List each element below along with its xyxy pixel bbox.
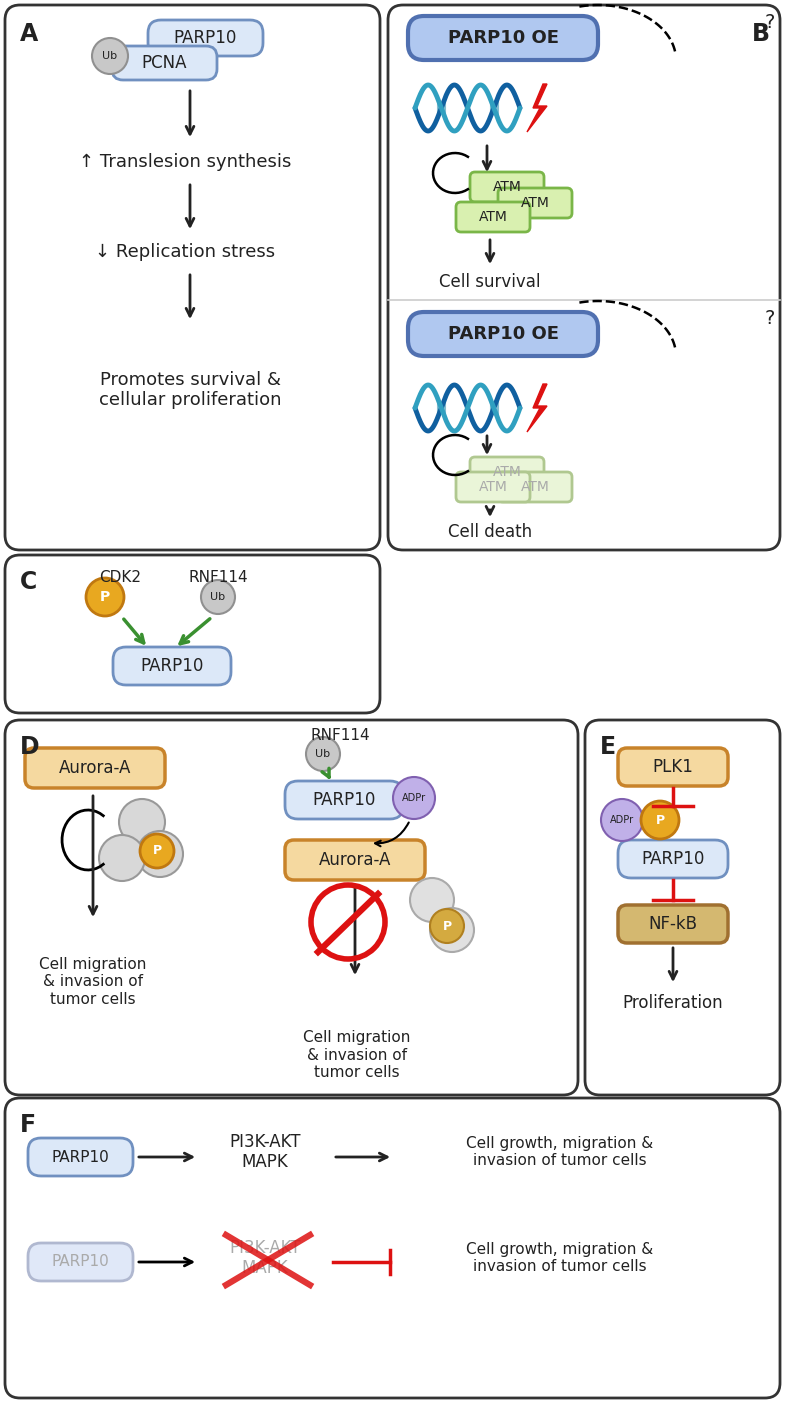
FancyBboxPatch shape bbox=[470, 173, 544, 202]
Text: PARP10: PARP10 bbox=[51, 1255, 109, 1269]
Text: ADPr: ADPr bbox=[402, 793, 426, 803]
Circle shape bbox=[119, 799, 165, 845]
Text: Proliferation: Proliferation bbox=[623, 994, 723, 1012]
FancyBboxPatch shape bbox=[408, 15, 598, 60]
Text: ATM: ATM bbox=[479, 211, 507, 225]
Circle shape bbox=[306, 737, 340, 771]
Text: ↓ Replication stress: ↓ Replication stress bbox=[95, 243, 275, 261]
Circle shape bbox=[99, 835, 145, 880]
Circle shape bbox=[201, 580, 235, 614]
FancyBboxPatch shape bbox=[28, 1243, 133, 1280]
FancyBboxPatch shape bbox=[28, 1139, 133, 1177]
FancyBboxPatch shape bbox=[25, 748, 165, 788]
Text: Cell growth, migration &
invasion of tumor cells: Cell growth, migration & invasion of tum… bbox=[466, 1241, 654, 1275]
FancyBboxPatch shape bbox=[498, 188, 572, 218]
FancyBboxPatch shape bbox=[148, 20, 263, 56]
Text: PI3K-AKT
MAPK: PI3K-AKT MAPK bbox=[229, 1133, 301, 1171]
Text: ATM: ATM bbox=[520, 480, 550, 494]
Text: Cell migration
& invasion of
tumor cells: Cell migration & invasion of tumor cells bbox=[39, 958, 147, 1007]
FancyBboxPatch shape bbox=[5, 6, 380, 550]
Text: D: D bbox=[20, 736, 39, 760]
Text: PARP10 OE: PARP10 OE bbox=[447, 29, 558, 46]
Text: Aurora-A: Aurora-A bbox=[59, 760, 131, 776]
Text: ↑ Translesion synthesis: ↑ Translesion synthesis bbox=[78, 153, 291, 171]
Text: RNF114: RNF114 bbox=[310, 727, 370, 743]
FancyBboxPatch shape bbox=[456, 202, 530, 232]
Text: PARP10: PARP10 bbox=[51, 1150, 109, 1164]
Text: ADPr: ADPr bbox=[610, 814, 634, 826]
Text: Cell migration
& invasion of
tumor cells: Cell migration & invasion of tumor cells bbox=[303, 1031, 411, 1080]
Circle shape bbox=[393, 776, 435, 819]
FancyBboxPatch shape bbox=[112, 46, 217, 80]
Circle shape bbox=[410, 878, 454, 922]
FancyBboxPatch shape bbox=[618, 748, 728, 786]
Text: ATM: ATM bbox=[492, 465, 521, 479]
Text: P: P bbox=[152, 844, 162, 858]
FancyBboxPatch shape bbox=[285, 781, 403, 819]
Text: P: P bbox=[100, 590, 110, 604]
FancyBboxPatch shape bbox=[5, 1098, 780, 1398]
Circle shape bbox=[641, 802, 679, 840]
Polygon shape bbox=[527, 84, 547, 132]
Polygon shape bbox=[527, 385, 547, 432]
Text: PARP10: PARP10 bbox=[641, 849, 705, 868]
Text: Ub: Ub bbox=[210, 592, 225, 602]
Text: E: E bbox=[600, 736, 616, 760]
Text: ATM: ATM bbox=[479, 480, 507, 494]
FancyBboxPatch shape bbox=[408, 312, 598, 357]
Text: PI3K-AKT
MAPK: PI3K-AKT MAPK bbox=[229, 1238, 301, 1278]
Text: PARP10: PARP10 bbox=[141, 657, 203, 675]
Text: Ub: Ub bbox=[316, 748, 330, 760]
Text: Aurora-A: Aurora-A bbox=[319, 851, 391, 869]
Text: Cell growth, migration &
invasion of tumor cells: Cell growth, migration & invasion of tum… bbox=[466, 1136, 654, 1168]
Circle shape bbox=[137, 831, 183, 878]
Text: P: P bbox=[443, 920, 451, 932]
Text: NF-kB: NF-kB bbox=[648, 915, 698, 934]
FancyBboxPatch shape bbox=[5, 720, 578, 1095]
Text: PCNA: PCNA bbox=[141, 53, 187, 72]
Circle shape bbox=[92, 38, 128, 74]
Circle shape bbox=[430, 908, 464, 943]
FancyBboxPatch shape bbox=[113, 647, 231, 685]
Text: CDK2: CDK2 bbox=[99, 570, 141, 585]
FancyBboxPatch shape bbox=[456, 472, 530, 503]
Text: Cell survival: Cell survival bbox=[440, 272, 541, 291]
Text: PLK1: PLK1 bbox=[652, 758, 693, 776]
Text: PARP10: PARP10 bbox=[312, 790, 376, 809]
FancyBboxPatch shape bbox=[498, 472, 572, 503]
Text: ?: ? bbox=[765, 13, 775, 31]
Circle shape bbox=[430, 908, 474, 952]
Text: ?: ? bbox=[765, 309, 775, 327]
Circle shape bbox=[86, 578, 124, 616]
Circle shape bbox=[601, 799, 643, 841]
Text: ATM: ATM bbox=[520, 197, 550, 211]
Text: RNF114: RNF114 bbox=[188, 570, 248, 585]
Text: P: P bbox=[655, 813, 665, 827]
Text: PARP10: PARP10 bbox=[173, 29, 237, 46]
Circle shape bbox=[140, 834, 174, 868]
Text: Cell death: Cell death bbox=[448, 524, 532, 541]
Text: B: B bbox=[752, 22, 770, 46]
Text: ATM: ATM bbox=[492, 180, 521, 194]
FancyBboxPatch shape bbox=[618, 906, 728, 943]
Text: A: A bbox=[20, 22, 38, 46]
FancyBboxPatch shape bbox=[618, 840, 728, 878]
Text: C: C bbox=[20, 570, 37, 594]
FancyBboxPatch shape bbox=[285, 840, 425, 880]
Text: Ub: Ub bbox=[102, 51, 118, 60]
FancyBboxPatch shape bbox=[5, 555, 380, 713]
FancyBboxPatch shape bbox=[470, 456, 544, 487]
FancyBboxPatch shape bbox=[388, 6, 780, 550]
Text: F: F bbox=[20, 1113, 36, 1137]
Text: Promotes survival &
cellular proliferation: Promotes survival & cellular proliferati… bbox=[99, 371, 281, 410]
FancyBboxPatch shape bbox=[585, 720, 780, 1095]
Text: PARP10 OE: PARP10 OE bbox=[447, 324, 558, 343]
